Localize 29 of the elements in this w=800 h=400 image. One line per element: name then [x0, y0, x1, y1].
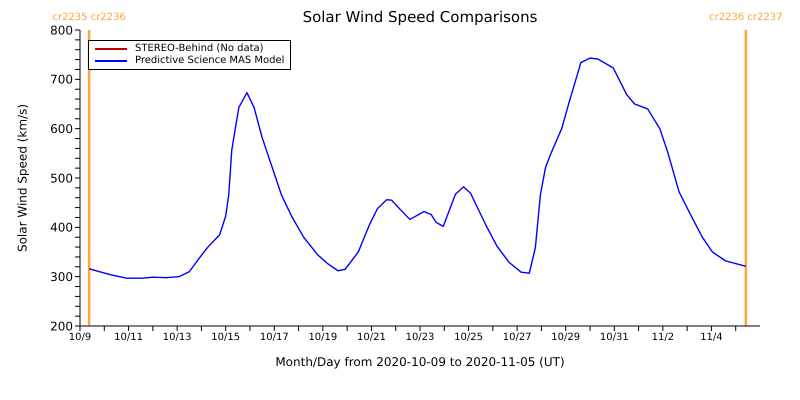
x-tick-label: 10/31 — [600, 332, 629, 344]
y-tick-label: 800 — [50, 23, 73, 38]
x-tick-label: 10/29 — [551, 332, 580, 344]
x-tick-label: 10/17 — [260, 332, 289, 344]
line-series — [88, 57, 747, 279]
y-axis-title: Solar Wind Speed (km/s) — [15, 104, 30, 252]
x-tick-label: 10/21 — [357, 332, 386, 344]
x-tick-label: 10/15 — [211, 332, 240, 344]
y-tick-label: 200 — [50, 319, 73, 334]
x-tick-label: 10/13 — [162, 332, 192, 344]
legend-label: STEREO-Behind (No data) — [135, 43, 264, 55]
ref-line-label: cr2236 cr2237 — [709, 12, 782, 23]
y-tick-label: 300 — [50, 270, 73, 284]
x-tick-label: 11/2 — [652, 332, 674, 344]
x-axis-title: Month/Day from 2020-10-09 to 2020-11-05 (UT) — [275, 355, 565, 369]
legend-label: Predictive Science MAS Model — [135, 55, 284, 67]
x-tick-label: 11/4 — [700, 332, 723, 344]
x-tick-label: 10/23 — [406, 332, 434, 344]
x-tick-label: 10/27 — [502, 332, 532, 344]
y-tick-label: 500 — [50, 171, 73, 186]
y-tick-label: 400 — [50, 220, 73, 235]
chart-title: Solar Wind Speed Comparisons — [302, 8, 538, 26]
y-tick-label: 700 — [50, 72, 73, 87]
y-tick-label: 600 — [50, 122, 73, 136]
x-tick-label: 10/25 — [454, 332, 483, 344]
x-tick-label: 10/9 — [68, 332, 92, 344]
x-tick-label: 10/19 — [308, 332, 338, 344]
x-tick-label: 10/11 — [114, 332, 143, 344]
ref-line-label: cr2235 cr2236 — [52, 12, 126, 23]
